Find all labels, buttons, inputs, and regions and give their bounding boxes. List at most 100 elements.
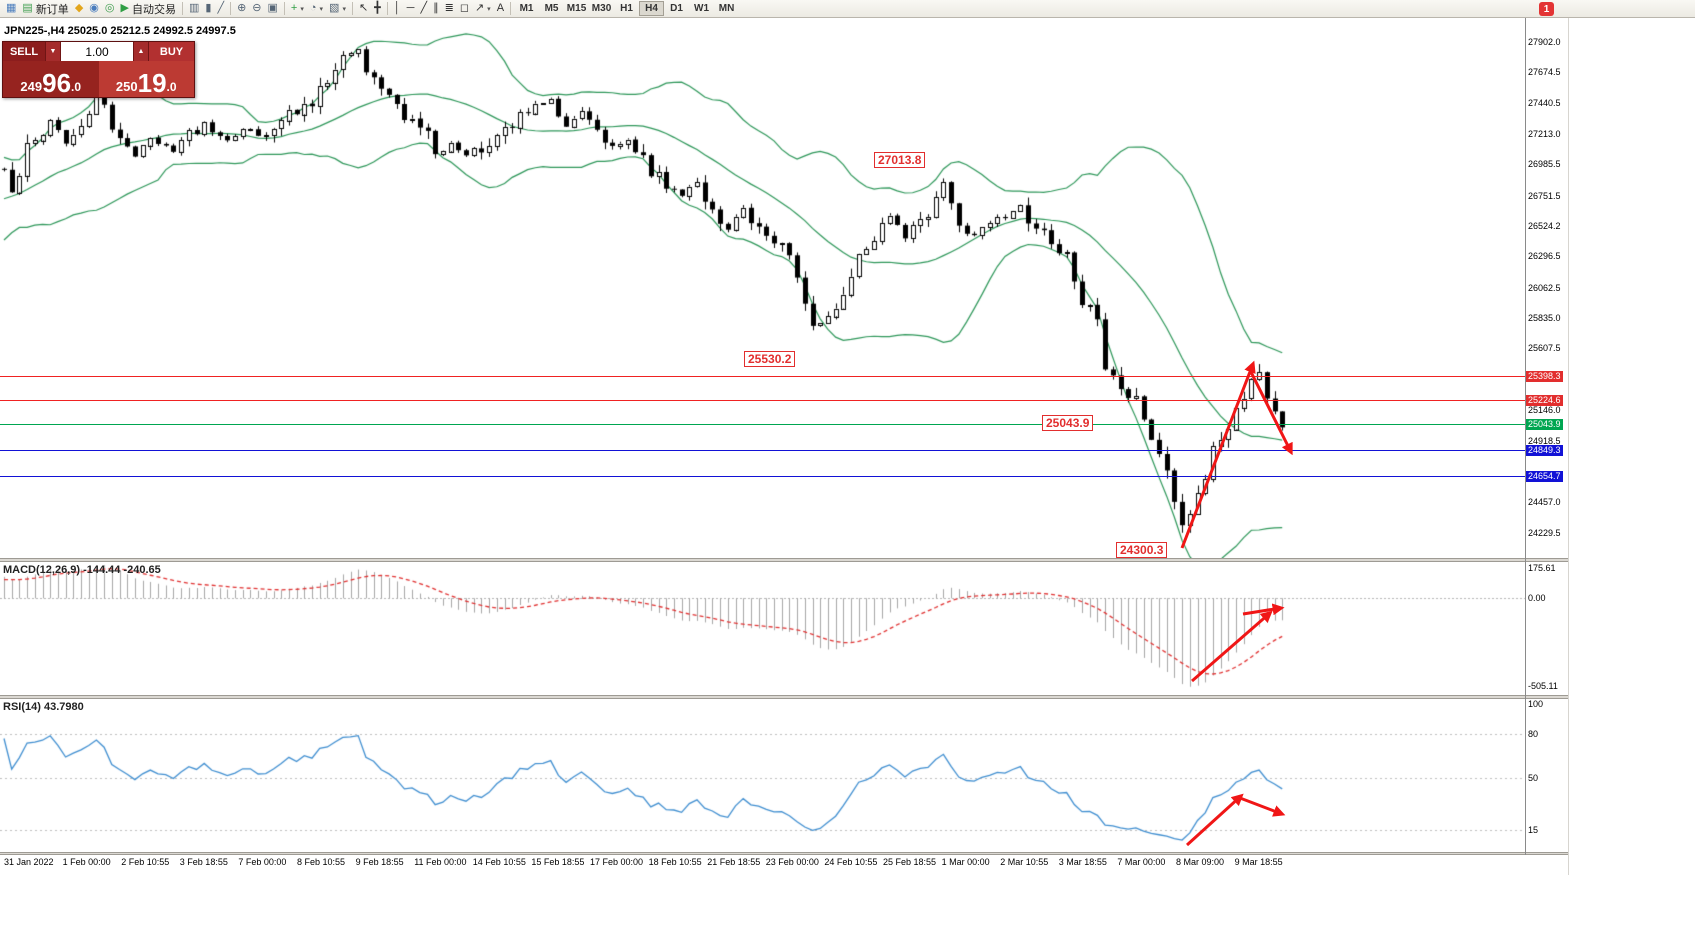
splitter-main-macd[interactable] (0, 558, 1568, 562)
trendline-button[interactable]: ╱ (417, 1, 430, 17)
time-axis-label: 25 Feb 18:55 (883, 857, 937, 867)
price-tag-24300[interactable]: 24300.3 (1116, 542, 1168, 558)
vertical-line-button[interactable]: │ (391, 1, 404, 17)
candlestick-chart-button[interactable]: ▮ (202, 1, 214, 17)
buy-button[interactable]: BUY (149, 42, 194, 61)
timeframe-m15-button[interactable]: M15 (566, 3, 587, 14)
new-order-button[interactable]: ▤ 新订单 (19, 1, 71, 17)
text-button[interactable]: A (494, 1, 507, 17)
time-axis-label: 14 Feb 10:55 (472, 857, 526, 867)
sell-price-decimal: .0 (71, 80, 82, 94)
macd-panel-canvas[interactable] (0, 562, 1525, 695)
trade-controls-row: SELL ▼ ▲ BUY (3, 42, 194, 61)
zoom-out-button[interactable]: ⊖ (249, 1, 264, 17)
price-axis-label-26296.5: 26296.5 (1528, 251, 1561, 262)
time-axis-label: 1 Feb 00:00 (62, 857, 111, 867)
sell-button[interactable]: SELL (3, 42, 45, 61)
price-axis-label-25224.6: 25224.6 (1526, 394, 1563, 406)
time-axis-label: 7 Feb 00:00 (238, 857, 287, 867)
time-axis[interactable]: 31 Jan 2022 1 Feb 00:00 2 Feb 10:55 3 Feb 1… (0, 855, 1568, 873)
time-axis-label: 23 Feb 00:00 (765, 857, 819, 867)
main-chart-canvas[interactable] (0, 18, 1525, 558)
new-order-button-label: 新订单 (35, 3, 69, 16)
templates-button[interactable]: ▧ ▾ (326, 1, 349, 17)
notification-badge[interactable]: 1 (1539, 2, 1554, 16)
main-toolbar: ▦ ▤ 新订单 ◆ ◉ ◎ ▶ 自动交易 ▥ ▮ ╱ ⊕ ⊖ ▣ + ▾ ◔ ▾ ▧ ▾ ↖ ╋ │ ─ ╱ ∥ ≣ ◻ ↗ ▾ A M1 M5… (0, 0, 1695, 18)
price-tag-25530[interactable]: 25530.2 (744, 351, 796, 367)
time-axis-label: 24 Feb 10:55 (824, 857, 878, 867)
fibonacci-button[interactable]: ≣ (442, 1, 457, 17)
dropdown-arrow-icon: ▾ (342, 5, 346, 13)
time-axis-label: 2 Feb 10:55 (121, 857, 170, 867)
tile-windows-icon: ▣ (267, 2, 278, 14)
time-axis-label: 1 Mar 00:00 (941, 857, 990, 867)
new-chart-icon: ▦ (6, 2, 17, 14)
volume-decrease-button[interactable]: ▼ (45, 42, 61, 61)
arrows-button[interactable]: ↗ ▾ (472, 1, 494, 17)
volume-increase-button[interactable]: ▲ (133, 42, 149, 61)
sell-price-button[interactable]: 249 96 .0 (3, 61, 99, 97)
toolbar-separator (351, 2, 353, 15)
price-axis-label-27674.5: 27674.5 (1528, 67, 1561, 78)
volume-input[interactable] (61, 42, 133, 61)
shapes-icon: ◻ (459, 2, 469, 14)
price-axis-label-25607.5: 25607.5 (1528, 343, 1561, 354)
data-window-button[interactable]: ◉ (86, 1, 102, 17)
tile-windows-button[interactable]: ▣ (265, 1, 281, 17)
timeframe-h1-button[interactable]: H1 (620, 3, 633, 14)
price-axis-label-25835.0: 25835.0 (1528, 313, 1561, 324)
rsi-axis-label-15: 15 (1528, 824, 1539, 835)
sell-price-big-digits: 96 (42, 67, 72, 98)
timeframe-h4-button[interactable]: H4 (639, 1, 665, 16)
buy-price-decimal: .0 (166, 80, 177, 94)
timeframe-d1-button[interactable]: D1 (670, 3, 683, 14)
buy-price-button[interactable]: 250 19 .0 (98, 61, 194, 97)
toolbar-separator (386, 2, 388, 15)
timeframe-m1-button[interactable]: M1 (519, 3, 534, 14)
toolbar-separator (230, 2, 232, 15)
horizontal-line-button[interactable]: ─ (404, 1, 418, 17)
timeframe-w1-button[interactable]: W1 (694, 3, 710, 14)
rsi-panel-canvas[interactable] (0, 699, 1525, 852)
channel-button[interactable]: ∥ (430, 1, 442, 17)
price-axis-label-26524.2: 26524.2 (1528, 220, 1561, 231)
channel-icon: ∥ (433, 2, 439, 14)
price-axis-label-25146.0: 25146.0 (1528, 405, 1561, 416)
splitter-macd-rsi[interactable] (0, 695, 1568, 699)
toolbar-separator (181, 2, 183, 15)
periods-button[interactable]: ◔ ▾ (307, 1, 326, 17)
auto-trading-button[interactable]: ▶ 自动交易 (118, 1, 179, 17)
bar-chart-button[interactable]: ▥ (186, 1, 202, 17)
price-axis-label-24654.7: 24654.7 (1526, 470, 1563, 482)
new-order-icon: ▤ (22, 2, 33, 14)
sell-price-prefix: 249 (20, 79, 43, 94)
price-axis-label-25398.3: 25398.3 (1526, 371, 1563, 383)
crosshair-icon: ╋ (374, 2, 381, 14)
price-tag-27013[interactable]: 27013.8 (874, 152, 926, 168)
price-tag-25043[interactable]: 25043.9 (1042, 415, 1094, 431)
vertical-line-icon: │ (393, 2, 401, 14)
new-chart-button[interactable]: ▦ (3, 1, 19, 17)
price-axis-label-24918.5: 24918.5 (1528, 435, 1561, 446)
cursor-button[interactable]: ↖ (356, 1, 371, 17)
clock-icon: ◔ (309, 2, 317, 14)
market-watch-button[interactable]: ◆ (72, 1, 86, 17)
indicators-button[interactable]: + ▾ (288, 1, 307, 17)
timeframe-m30-button[interactable]: M30 (591, 3, 612, 14)
time-axis-label: 18 Feb 10:55 (648, 857, 702, 867)
price-axis-label-26062.5: 26062.5 (1528, 282, 1561, 293)
line-chart-button[interactable]: ╱ (214, 1, 227, 17)
crosshair-button[interactable]: ╋ (371, 1, 384, 17)
zoom-in-button[interactable]: ⊕ (234, 1, 249, 17)
price-axis-label-24849.3: 24849.3 (1526, 444, 1563, 456)
price-axis-border (1525, 18, 1526, 855)
timeframe-m5-button[interactable]: M5 (544, 3, 559, 14)
timeframe-mn-button[interactable]: MN (718, 3, 735, 14)
arrows-icon: ↗ (474, 2, 485, 14)
price-axis-label-26751.5: 26751.5 (1528, 190, 1561, 201)
navigator-button[interactable]: ◎ (102, 1, 118, 17)
rsi-axis-label-100: 100 (1528, 699, 1544, 709)
trade-prices-row: 249 96 .0 250 19 .0 (3, 61, 194, 97)
splitter-rsi-timeaxis[interactable] (0, 852, 1568, 855)
shapes-button[interactable]: ◻ (457, 1, 472, 17)
